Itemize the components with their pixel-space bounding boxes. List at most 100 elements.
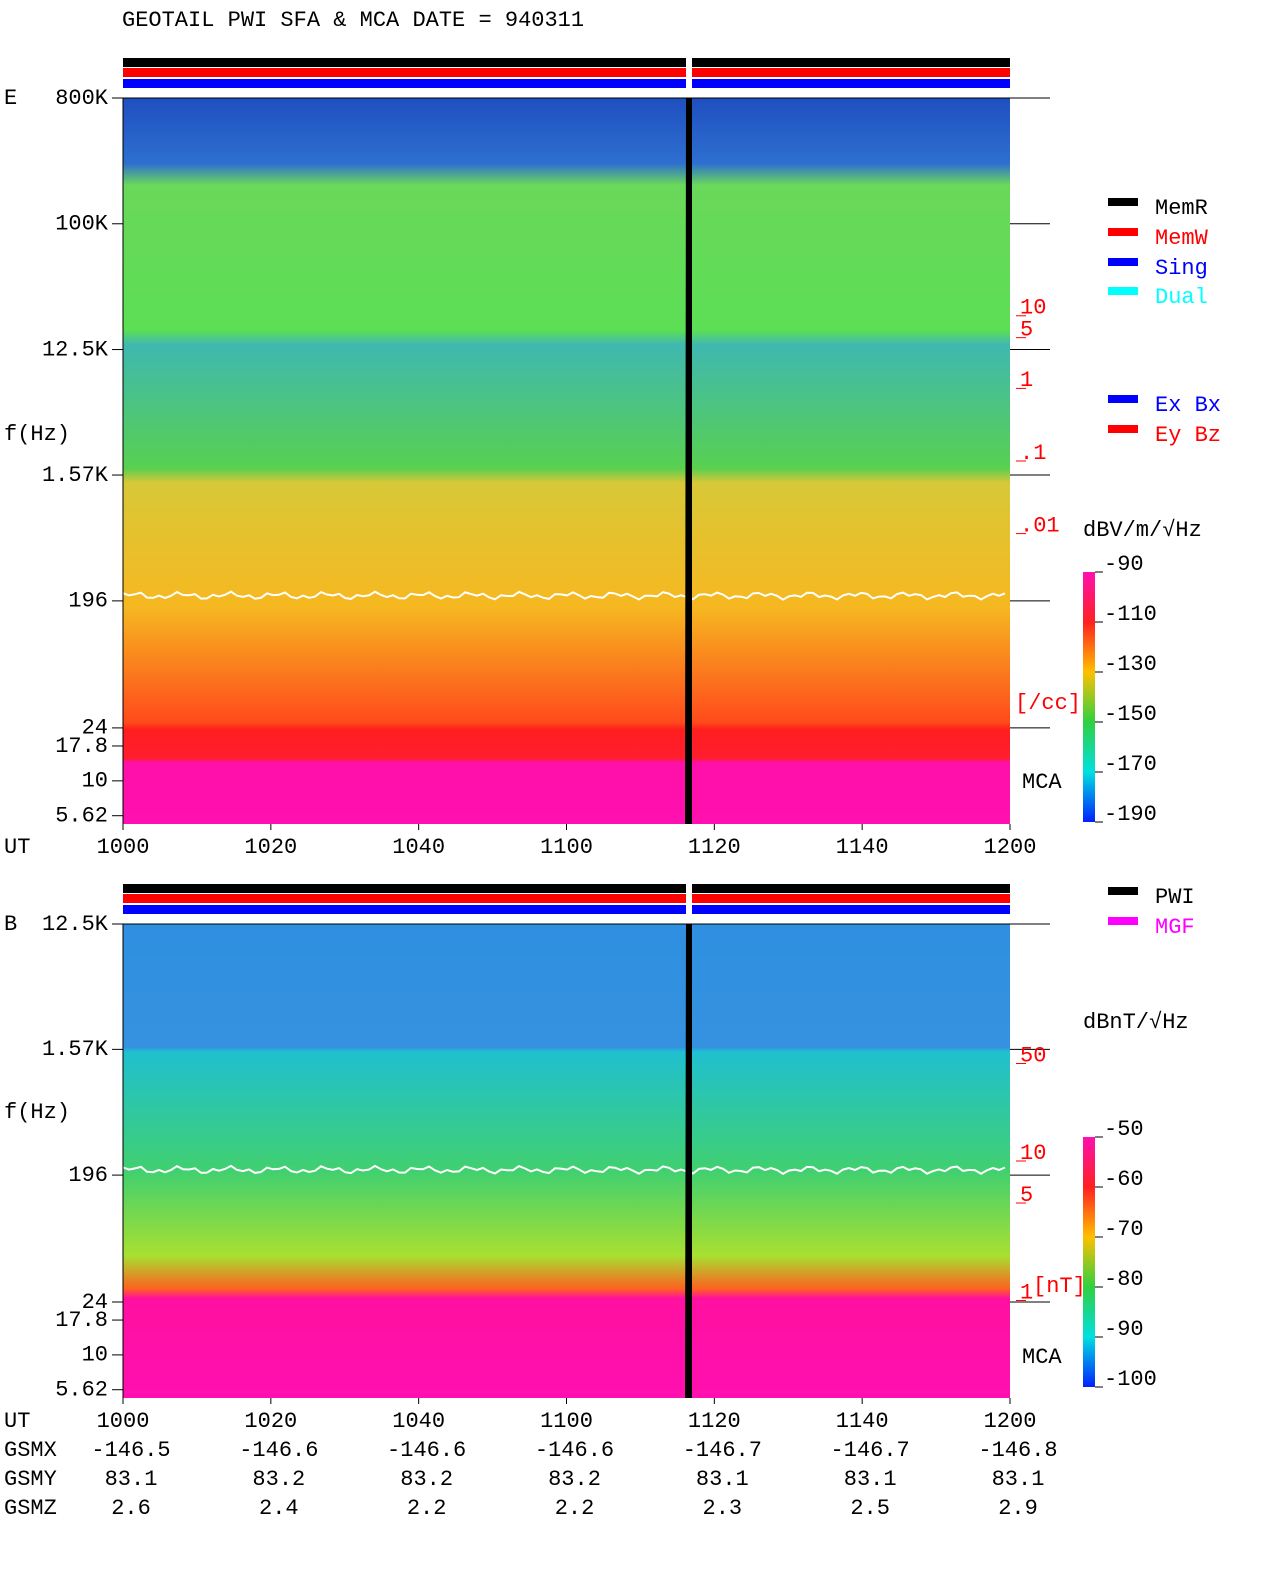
legend-swatch (1108, 287, 1138, 295)
colorbar-label: dBnT/√Hz (1083, 1010, 1189, 1035)
title: GEOTAIL PWI SFA & MCA DATE = 940311 (122, 8, 584, 33)
status-bar (123, 68, 1010, 77)
legend-swatch (1108, 395, 1138, 403)
orbit-label: GSMY (4, 1467, 57, 1492)
orbit-value: 2.9 (998, 1496, 1038, 1521)
orbit-value: -146.8 (978, 1438, 1057, 1463)
y-tick-label: 10 (82, 1343, 108, 1368)
colorbar-label: dBV/m/√Hz (1083, 518, 1202, 543)
status-gap (686, 884, 692, 914)
data-gap (685, 924, 692, 1398)
panel-label: B (4, 912, 17, 937)
colorbar-tick-label: -130 (1104, 652, 1157, 677)
x-tick-label: 1100 (540, 835, 593, 860)
orbit-value: -146.7 (831, 1438, 910, 1463)
orbit-value: -146.7 (683, 1438, 762, 1463)
y-axis-label: f(Hz) (4, 1100, 70, 1125)
x-tick-label: 1140 (836, 835, 889, 860)
colorbar-tick-label: -170 (1104, 752, 1157, 777)
y-tick-label: 196 (68, 589, 108, 614)
orbit-value: 83.2 (252, 1467, 305, 1492)
orbit-value: 83.1 (844, 1467, 897, 1492)
orbit-value: 83.2 (400, 1467, 453, 1492)
orbit-value: 2.2 (407, 1496, 447, 1521)
x-tick-label: 1120 (688, 1409, 741, 1434)
orbit-value: 2.5 (850, 1496, 890, 1521)
y-tick-label: 1.57K (42, 1037, 109, 1062)
orbit-value: -146.5 (91, 1438, 170, 1463)
legend-label: MemW (1155, 226, 1209, 251)
colorbar (1083, 1137, 1095, 1387)
status-bar (123, 894, 1010, 903)
x-tick-label: 1020 (244, 1409, 297, 1434)
x-axis-label: UT (4, 1409, 30, 1434)
cyclotron-line (122, 1164, 1006, 1175)
x-tick-label: 1120 (688, 835, 741, 860)
colorbar-tick-label: -90 (1104, 1317, 1144, 1342)
orbit-value: 2.3 (703, 1496, 743, 1521)
orbit-label: GSMZ (4, 1496, 57, 1521)
colorbar-tick-label: -150 (1104, 702, 1157, 727)
y2-tick-label: 10 (1020, 1141, 1046, 1166)
legend-swatch (1108, 228, 1138, 236)
status-bar (123, 905, 1010, 914)
x-tick-label: 1000 (97, 835, 150, 860)
y-tick-label: 12.5K (42, 912, 109, 937)
y-tick-label: 17.8 (55, 734, 108, 759)
panel-label: E (4, 86, 17, 111)
colorbar-tick-label: -100 (1104, 1367, 1157, 1392)
x-tick-label: 1020 (244, 835, 297, 860)
y2-tick-label: 1 (1020, 1280, 1033, 1305)
status-bar (123, 884, 1010, 893)
colorbar-tick-label: -50 (1104, 1117, 1144, 1142)
orbit-label: GSMX (4, 1438, 57, 1463)
colorbar-tick-label: -60 (1104, 1167, 1144, 1192)
status-bar (123, 79, 1010, 88)
colorbar-tick-label: -110 (1104, 602, 1157, 627)
orbit-value: -146.6 (535, 1438, 614, 1463)
y2-tick-label: .1 (1020, 441, 1046, 466)
legend-label: Dual (1155, 285, 1208, 310)
colorbar (1083, 572, 1095, 822)
x-axis-label: UT (4, 835, 30, 860)
y-tick-label: 1.57K (42, 463, 109, 488)
y2-tick-label: .01 (1020, 513, 1060, 538)
y-tick-label: 17.8 (55, 1308, 108, 1333)
orbit-value: 83.1 (105, 1467, 158, 1492)
y-tick-label: 12.5K (42, 337, 109, 362)
annotation: MCA (1022, 1345, 1062, 1370)
x-tick-label: 1200 (984, 835, 1037, 860)
orbit-value: 83.2 (548, 1467, 601, 1492)
data-gap (685, 98, 692, 824)
orbit-value: 83.1 (992, 1467, 1045, 1492)
x-tick-label: 1100 (540, 1409, 593, 1434)
y-tick-label: 24 (82, 1290, 108, 1315)
legend-label: MemR (1155, 196, 1208, 221)
orbit-value: -146.6 (239, 1438, 318, 1463)
legend-swatch (1108, 258, 1138, 266)
y-axis-label: f(Hz) (4, 422, 70, 447)
legend-swatch (1108, 425, 1138, 433)
y-tick-label: 5.62 (55, 1378, 108, 1403)
y2-tick-label: 5 (1020, 317, 1033, 342)
y-tick-label: 800K (55, 86, 109, 111)
orbit-value: 2.6 (111, 1496, 151, 1521)
x-tick-label: 1200 (984, 1409, 1037, 1434)
orbit-value: -146.6 (387, 1438, 466, 1463)
x-tick-label: 1140 (836, 1409, 889, 1434)
y2-tick-label: 5 (1020, 1183, 1033, 1208)
x-tick-label: 1000 (97, 1409, 150, 1434)
colorbar-tick-label: -80 (1104, 1267, 1144, 1292)
y2-tick-label: 1 (1020, 368, 1033, 393)
legend-label: MGF (1155, 915, 1195, 940)
legend-label: Ey Bz (1155, 423, 1221, 448)
spectrogram (123, 924, 1010, 1398)
orbit-value: 2.2 (555, 1496, 595, 1521)
legend-swatch (1108, 198, 1138, 206)
orbit-value: 83.1 (696, 1467, 749, 1492)
legend-label: PWI (1155, 885, 1195, 910)
colorbar-tick-label: -70 (1104, 1217, 1144, 1242)
status-gap (686, 58, 692, 88)
